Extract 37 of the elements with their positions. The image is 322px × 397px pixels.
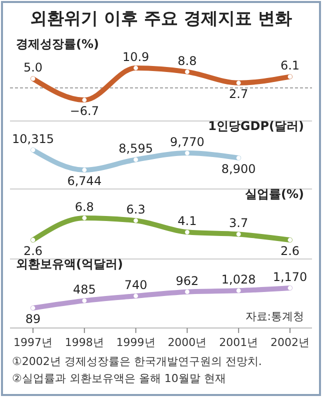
x-tick-label: 1997년	[14, 336, 52, 349]
data-label: 6.1	[280, 58, 300, 73]
x-tick-label: 2001년	[219, 336, 258, 349]
data-label: 4.1	[178, 214, 197, 228]
text: ①2002년 경제성장률은 한국개발연구원의 전망치.	[12, 355, 262, 368]
chart-title: 외환위기 이후 주요 경제지표 변화	[30, 9, 292, 29]
data-label: 10,315	[12, 132, 54, 146]
data-label: 1,170	[272, 270, 308, 284]
data-label: 6.8	[74, 200, 94, 214]
data-label: 2.6	[23, 244, 43, 258]
data-label: 740	[124, 278, 148, 292]
data-label: 962	[176, 274, 199, 288]
data-label: 2.6	[280, 244, 300, 258]
y-axis-title: 경제성장률(%)	[16, 37, 99, 51]
data-label: 8,900	[221, 162, 256, 176]
data-label: 8.8	[178, 54, 197, 68]
data-label: 485	[72, 282, 96, 297]
x-tick-label: 2002년	[270, 336, 310, 349]
data-label: 8,595	[118, 142, 153, 156]
text: 자료:통계청	[245, 310, 304, 323]
x-tick-label: 2000년	[168, 336, 207, 349]
data-label: 10.9	[122, 50, 150, 64]
data-label: 6.3	[126, 202, 146, 217]
x-tick-label: 1999년	[116, 336, 156, 349]
y-axis-title: 외환보유액(억달러)	[16, 257, 123, 271]
data-label: 6,744	[67, 174, 102, 188]
data-label: 3.7	[229, 216, 248, 230]
y-axis-title: 1인당GDP(달러)	[208, 119, 304, 133]
data-label: 2.7	[229, 86, 248, 101]
text: ②실업률과 외환보유액은 올해 10월말 현재	[12, 372, 226, 385]
data-label: −6.7	[70, 104, 99, 118]
y-axis-title: 실업률(%)	[245, 187, 304, 201]
data-label: 9,770	[170, 135, 204, 150]
data-label: 89	[25, 312, 41, 326]
data-label: 1,028	[221, 272, 256, 287]
x-tick-label: 1998년	[64, 336, 104, 349]
data-label: 5.0	[23, 60, 43, 75]
